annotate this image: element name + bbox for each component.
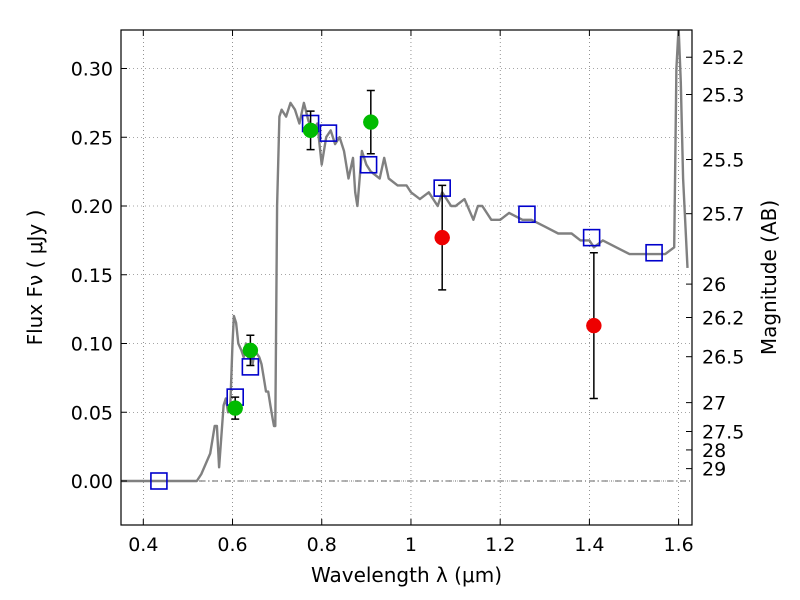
- right-tick-label: 25.3: [702, 84, 744, 106]
- x-tick-label: 0.4: [128, 534, 158, 556]
- y-tick-label: 0.05: [71, 402, 113, 424]
- plot-frame: [120, 29, 693, 526]
- x-tick-label: 0.6: [217, 534, 247, 556]
- y-tick-label: 0.20: [71, 196, 113, 218]
- observed-point: [302, 122, 319, 139]
- right-tick-label: 27: [702, 393, 726, 415]
- model-photometry-point: [645, 243, 663, 262]
- observed-point: [227, 400, 243, 416]
- right-tick-label: 26.5: [702, 347, 744, 369]
- observed-point: [363, 114, 379, 130]
- y-tick-label: 0.15: [71, 265, 113, 287]
- spectrum-line: [121, 30, 689, 483]
- x-tick-label: 0.8: [307, 534, 337, 556]
- model-photometry-point: [150, 472, 168, 490]
- observed-point: [242, 342, 259, 359]
- x-tick-label: 1: [405, 534, 417, 556]
- observed-point: [434, 229, 450, 246]
- model-photometry-point: [359, 155, 378, 174]
- right-tick-label: 26: [702, 274, 726, 296]
- y-tick-label: 0.10: [71, 334, 113, 356]
- right-tick-label: 28: [702, 440, 726, 462]
- right-tick-label: 25.2: [702, 47, 744, 69]
- x-axis-label: Wavelength λ (μm): [311, 563, 502, 587]
- y-tick-label: 0.25: [71, 127, 113, 149]
- y-axis-right-label: Magnitude (AB): [757, 200, 781, 355]
- right-tick-label: 26.2: [702, 308, 744, 330]
- right-tick-label: 29: [702, 459, 726, 481]
- x-tick-label: 1.2: [485, 534, 515, 556]
- model-photometry-point: [518, 205, 536, 224]
- model-photometry-point: [582, 228, 601, 247]
- right-tick-label: 25.5: [702, 150, 744, 172]
- axis-ticks: 0.4 0.6 0.8 1 1.2 1.4 1.6 0.00 0.05 0.10 0.15 0.20 0…: [71, 30, 744, 556]
- plot-content: [121, 30, 692, 490]
- y-axis-label: Flux Fν ( μJy ): [23, 210, 47, 346]
- grid-lines: [121, 30, 692, 525]
- y-tick-label: 0.00: [71, 471, 113, 493]
- y-tick-label: 0.30: [71, 59, 113, 81]
- x-tick-label: 1.4: [574, 534, 604, 556]
- right-tick-label: 25.7: [702, 204, 744, 226]
- right-tick-label: 27.5: [702, 422, 744, 444]
- observed-point: [586, 317, 602, 334]
- model-photometry-point: [319, 124, 338, 142]
- x-tick-label: 1.6: [664, 534, 694, 556]
